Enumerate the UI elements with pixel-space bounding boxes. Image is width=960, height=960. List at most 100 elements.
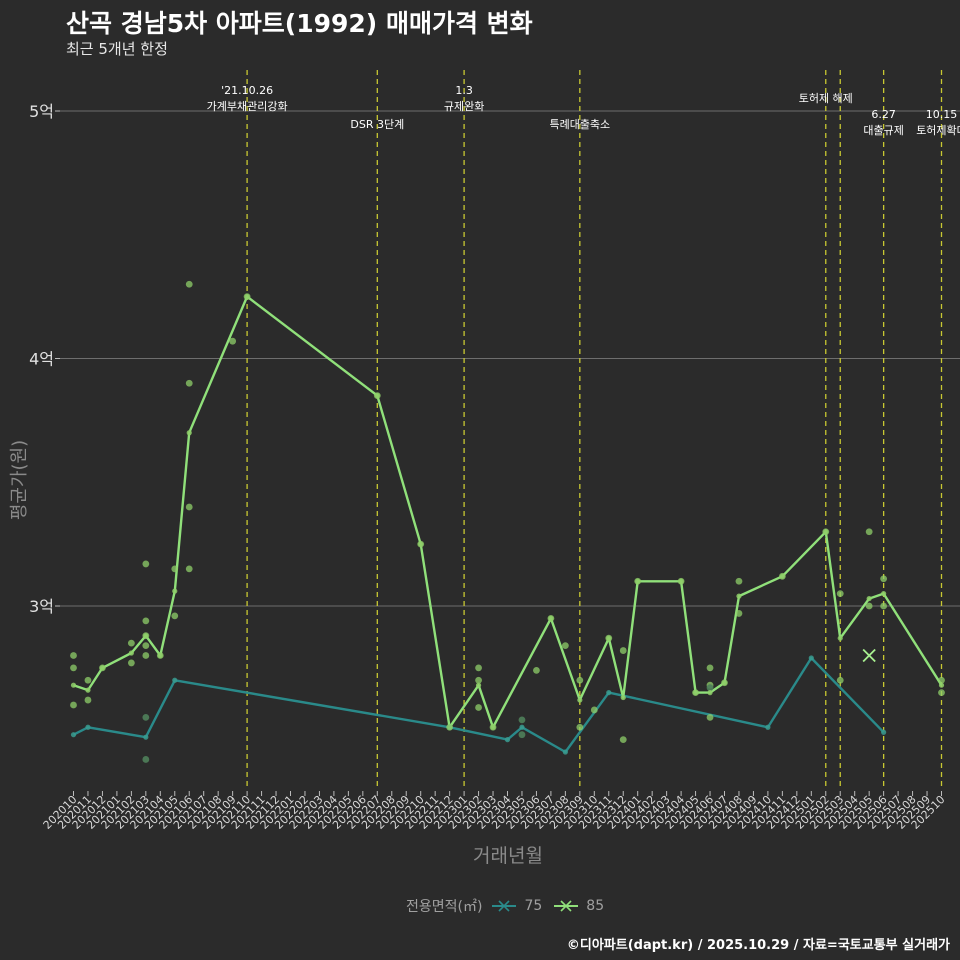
series-point-75 [881,729,887,735]
series-point-85 [172,588,178,594]
series-point-85 [881,591,887,597]
transaction-dot-85 [836,676,844,684]
event-label: 6.27 [871,108,896,121]
transaction-dot-85 [735,610,743,617]
transaction-dot-85 [185,379,193,387]
transaction-dot-85 [619,736,627,744]
legend-title: 전용면적(㎡) [406,899,483,915]
transaction-dot-85 [171,612,179,620]
event-label: '21.10.26 [221,84,273,97]
series-point-75 [172,677,178,683]
series-point-85 [692,690,699,696]
transaction-dot-85 [142,642,150,649]
series-point-85 [418,541,424,547]
series-point-85 [606,635,612,641]
transaction-dot-85 [938,689,945,697]
series-point-85 [721,680,728,686]
legend-label-75: 75 [524,898,543,914]
transaction-dot-85 [142,560,150,568]
special-marker-x [862,648,876,663]
transaction-dot-85 [880,575,888,583]
series-point-85 [99,665,106,671]
legend-key-75-icon [492,900,517,912]
series-point-75 [504,737,511,743]
event-label: 가계부채관리강화 [207,100,288,113]
legend-label-85: 85 [586,898,605,914]
transaction-dot-85 [619,647,627,654]
series-point-85 [938,682,945,688]
series-point-85 [577,697,583,703]
series-point-85 [548,615,554,621]
legend-key-85-icon [554,900,579,912]
transaction-dot-75 [706,684,714,692]
transaction-dot-85 [185,565,193,573]
series-point-85 [837,635,843,641]
transaction-dot-85 [836,590,844,598]
chart-subtitle: 최근 5개년 한정 [66,40,168,58]
event-label: 대출규제 [863,124,903,137]
transaction-dot-85 [938,676,945,684]
transaction-dot-85 [70,652,77,659]
transaction-dot-85 [880,602,888,610]
transaction-dot-85 [84,676,92,684]
series-point-75 [143,734,149,740]
y-tick-label: 5억 [29,102,54,121]
transaction-dot-85 [171,565,179,573]
legend-item-75: 75 [490,898,542,914]
special-marker-stroke [862,648,876,663]
series-point-85 [779,573,785,579]
y-tick-label: 4억 [29,350,54,369]
series-point-75 [765,724,771,730]
series-point-85 [866,595,872,602]
transaction-dot-75 [142,713,150,721]
event-label: 토허제확대 [916,124,960,137]
event-label: 특례대출축소 [549,118,610,131]
series-line-75 [72,656,885,754]
series-point-85 [620,694,626,701]
axis-layer: 3억4억5억2020102020112020122021012021022021… [29,102,948,832]
legend-item-85: 85 [552,898,604,914]
event-label: 10.15 [926,108,958,121]
transaction-dot-85 [142,617,150,625]
series-line-85 [73,295,943,729]
series-point-85 [490,724,496,730]
transaction-dot-85 [865,602,873,610]
transaction-dot-85 [127,659,135,667]
transaction-dot-85 [561,642,569,649]
transaction-dot-85 [475,664,482,672]
transaction-dot-85 [735,577,743,585]
event-label: 규제완화 [444,100,484,113]
event-label: 1.3 [455,84,473,97]
series-point-85 [447,724,453,730]
transaction-dot-75 [142,756,150,763]
series-point-85 [635,578,641,584]
x-axis-label: 거래년월 [473,845,543,867]
series-point-85 [823,529,829,535]
series-point-75 [808,655,814,661]
transaction-dot-75 [518,716,526,724]
transaction-dot-85 [475,676,482,684]
transaction-dot-85 [185,280,193,288]
transaction-dot-85 [590,706,598,714]
event-label: 토허제 해제 [799,91,853,105]
transaction-dot-85 [706,713,714,721]
series-point-85 [475,682,482,688]
transaction-dots-layer [70,280,945,763]
event-lines-layer [246,70,943,790]
series-point-85 [157,652,163,659]
transaction-dot-85 [70,664,77,672]
transaction-dot-75 [518,731,526,739]
transaction-dot-85 [576,676,584,684]
chart-title: 산곡 경남5차 아파트(1992) 매매가격 변화 [66,9,533,38]
transaction-dot-85 [84,696,92,704]
series-point-85 [374,393,380,399]
transaction-dot-85 [865,528,873,536]
y-axis-label-wrap: 평균가(원) [2,380,34,580]
series-point-75 [70,732,77,738]
legend: 전용면적(㎡) 75 85 [406,896,614,916]
transaction-dot-85 [576,723,584,731]
event-label: DSR 3단계 [350,118,404,131]
series-point-85 [186,430,192,436]
series-point-75 [562,749,568,755]
